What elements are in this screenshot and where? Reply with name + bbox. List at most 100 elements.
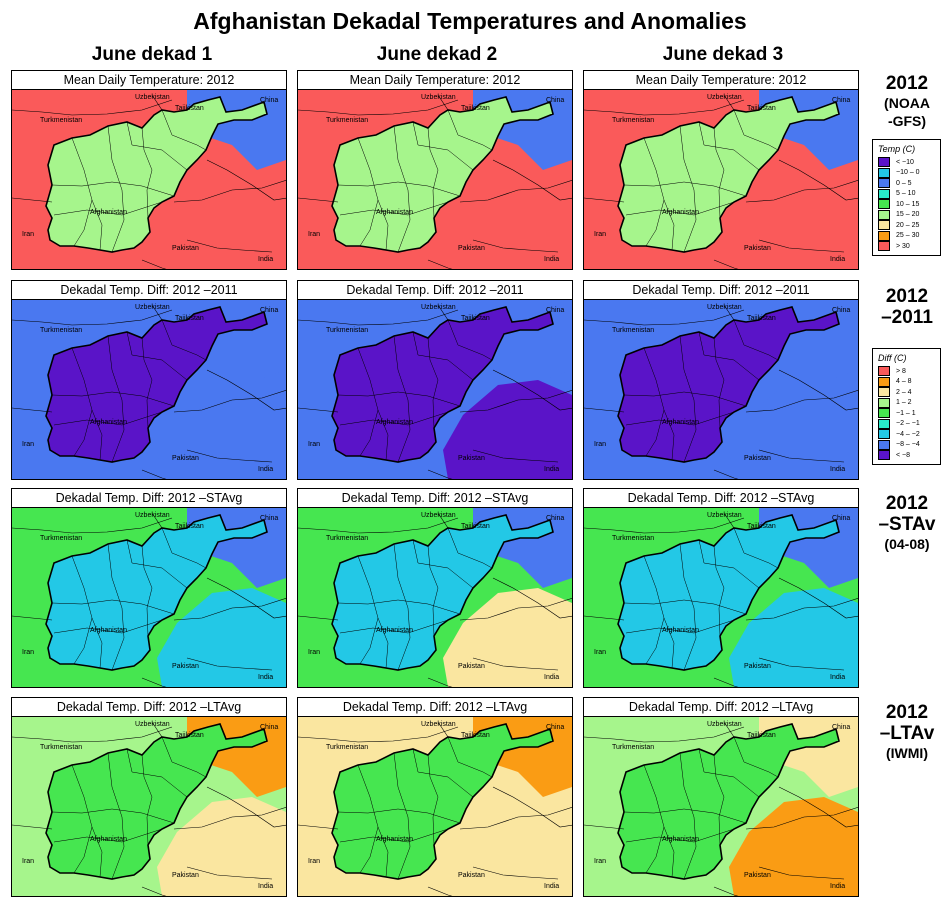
panel-title: Dekadal Temp. Diff: 2012 –LTAvg	[298, 698, 572, 717]
place-label-afghanistan: Afghanistan	[376, 419, 413, 426]
country-border-line	[12, 824, 53, 830]
place-label-tajikistan: Tajikistan	[747, 732, 776, 739]
country-border-line	[778, 369, 858, 411]
province-boundary-line	[412, 748, 474, 798]
legend-label: −2 – −1	[896, 420, 920, 428]
place-label-turkmenistan: Turkmenistan	[326, 327, 369, 334]
legend-swatch	[878, 450, 890, 461]
province-boundary-line	[713, 545, 725, 637]
country-border-line	[459, 807, 572, 830]
place-label-iran: Iran	[594, 649, 607, 656]
place-label-china: China	[832, 97, 851, 104]
province-boundary-line	[623, 391, 747, 407]
temperature-legend: Temp (C) < −10 −10 – 0 0 – 5 5 – 10 10 – 15 1…	[872, 139, 941, 256]
legend-label: 4 – 8	[896, 378, 912, 386]
province-boundary-line	[623, 808, 747, 824]
afghanistan-border-line	[45, 306, 268, 463]
place-label-tajikistan: Tajikistan	[175, 315, 204, 322]
place-label-uzbekistan: Uzbekistan	[421, 721, 456, 728]
country-border-line	[298, 197, 339, 203]
province-boundary-line	[51, 808, 175, 824]
place-label-pakistan: Pakistan	[744, 245, 771, 252]
legend-title: Temp (C)	[878, 144, 916, 154]
province-boundary-line	[161, 736, 207, 778]
legend-title: Diff (C)	[878, 353, 907, 363]
legend-item: < −10	[878, 157, 936, 168]
country-border-line	[141, 469, 167, 479]
province-boundary-line	[53, 828, 163, 843]
place-label-iran: Iran	[594, 231, 607, 238]
afghanistan-border-line	[617, 723, 840, 880]
legend-label: −1 – 1	[896, 409, 916, 417]
place-label-turkmenistan: Turkmenistan	[40, 535, 83, 542]
place-label-pakistan: Pakistan	[744, 872, 771, 879]
map-panel: Dekadal Temp. Diff: 2012 –LTAvg Uzbekista…	[583, 697, 859, 897]
province-boundary-line	[91, 826, 103, 878]
province-boundary-line	[377, 199, 389, 251]
province-boundary-line	[663, 617, 675, 669]
province-boundary-line	[733, 527, 779, 569]
legend-label: −8 – −4	[896, 441, 920, 449]
afghanistan-border-line	[331, 306, 554, 463]
map-image	[298, 300, 572, 479]
country-border-line	[437, 94, 449, 111]
row-label-temperature: 2012 (NOAA -GFS)	[884, 73, 930, 129]
province-boundary-line	[733, 319, 779, 361]
place-label-tajikistan: Tajikistan	[747, 315, 776, 322]
map-panel: Dekadal Temp. Diff: 2012 –STAvg Uzbekista…	[297, 488, 573, 688]
province-boundary-line	[623, 181, 747, 197]
place-label-pakistan: Pakistan	[458, 455, 485, 462]
map-panel: Dekadal Temp. Diff: 2012 –2011 Uzbekistan…	[297, 280, 573, 480]
legend-swatch	[878, 439, 890, 450]
province-boundary-line	[107, 752, 125, 880]
place-label-china: China	[546, 724, 565, 731]
country-border-line	[472, 239, 559, 253]
place-label-india: India	[544, 466, 560, 473]
legend-swatch	[878, 376, 890, 387]
country-border-line	[186, 239, 273, 253]
country-border-line	[472, 657, 559, 671]
place-label-uzbekistan: Uzbekistan	[135, 512, 170, 519]
map-south-east-field	[157, 588, 286, 687]
panel-title: Dekadal Temp. Diff: 2012 –LTAvg	[12, 698, 286, 717]
province-boundary-line	[91, 199, 103, 251]
province-boundary-line	[713, 127, 725, 219]
country-border-line	[745, 807, 858, 830]
country-border-line	[713, 677, 739, 687]
map-panel: Mean Daily Temperature: 2012 Uzbekistan Ta…	[297, 70, 573, 270]
country-border-line	[151, 721, 163, 738]
place-label-tajikistan: Tajikistan	[461, 315, 490, 322]
place-label-pakistan: Pakistan	[172, 245, 199, 252]
place-label-pakistan: Pakistan	[172, 455, 199, 462]
country-border-line	[472, 449, 559, 463]
country-border-line	[173, 390, 286, 413]
map-south-east-field	[157, 170, 286, 269]
afghanistan-border-line	[45, 514, 268, 671]
province-boundary-line	[126, 539, 188, 589]
country-border-line	[151, 304, 163, 321]
country-border-line	[745, 180, 858, 203]
column-header-dekad-1: June dekad 1	[91, 44, 213, 65]
province-boundary-line	[53, 201, 163, 216]
country-border-line	[492, 369, 572, 411]
country-border-line	[12, 615, 53, 621]
map-image	[12, 90, 286, 269]
place-label-china: China	[260, 515, 279, 522]
place-label-afghanistan: Afghanistan	[662, 419, 699, 426]
province-boundary-line	[679, 125, 697, 253]
place-label-tajikistan: Tajikistan	[747, 105, 776, 112]
place-label-turkmenistan: Turkmenistan	[612, 744, 655, 751]
place-label-tajikistan: Tajikistan	[461, 105, 490, 112]
country-border-line	[492, 786, 572, 828]
legend-swatch	[878, 418, 890, 429]
country-border-line	[206, 159, 286, 201]
country-border-line	[778, 159, 858, 201]
place-label-china: China	[260, 724, 279, 731]
afghanistan-border-line	[45, 96, 268, 253]
place-label-iran: Iran	[308, 649, 321, 656]
province-boundary-line	[427, 127, 439, 219]
map-image	[12, 300, 286, 479]
place-label-india: India	[830, 674, 846, 681]
legend-label: 2 – 4	[896, 388, 912, 396]
place-label-china: China	[546, 307, 565, 314]
